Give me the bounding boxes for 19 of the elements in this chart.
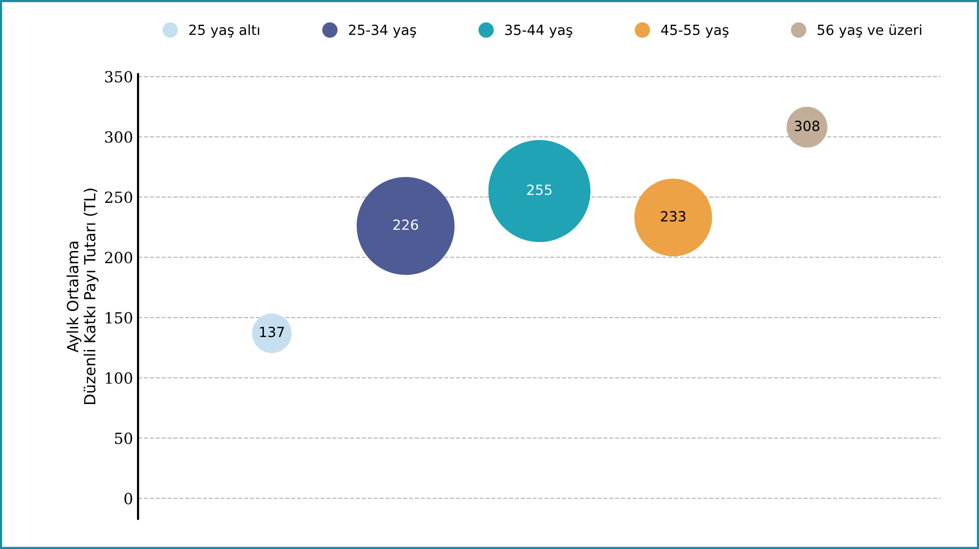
y-tick-label: 250 — [105, 192, 132, 204]
legend-label: 45-55 yaş — [661, 24, 728, 38]
legend-label: 25-34 yaş — [348, 24, 416, 38]
y-tick-label: 200 — [105, 252, 132, 264]
y-tick-label: 350 — [105, 70, 132, 83]
data-label: 226 — [393, 219, 418, 230]
y-tick-label: 0 — [124, 492, 132, 504]
legend-label: 25 yaş altı — [189, 24, 260, 38]
data-label: 137 — [260, 326, 284, 338]
legend-label: 35-44 yaş — [505, 24, 572, 38]
data-label: 233 — [660, 211, 686, 222]
data-label: 255 — [527, 184, 552, 196]
y-axis-title: Aylık Ortalama Düzenli Katkı Payı Tutarı (TL) — [66, 188, 98, 404]
legend-label: 56 yaş ve üzeri — [818, 24, 922, 38]
y-tick-label: 100 — [106, 372, 132, 384]
y-tick-label: 300 — [105, 131, 132, 143]
y-tick-label: 150 — [106, 312, 132, 324]
data-label: 308 — [794, 120, 820, 132]
y-tick-label: 50 — [115, 432, 132, 444]
